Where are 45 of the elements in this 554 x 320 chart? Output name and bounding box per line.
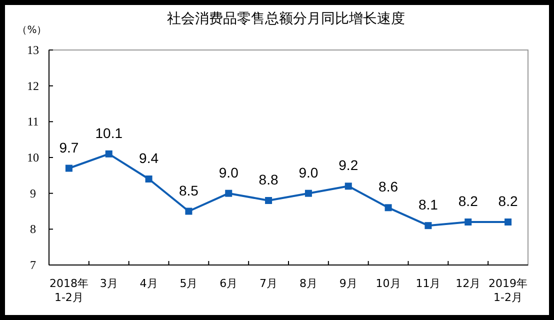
text: 8.2 [458, 193, 478, 209]
x-tick-label: 10月 [376, 277, 401, 290]
point [265, 197, 272, 204]
text: 9.0 [298, 164, 318, 180]
x-tick-label: 8月 [299, 277, 318, 290]
x-tick-label: 7月 [260, 277, 278, 290]
point [344, 182, 352, 190]
chart-title: 社会消费品零售总额分月同比增长速度 [167, 11, 405, 27]
x-tick-label: 12月 [456, 277, 481, 290]
text: 9.2 [338, 157, 358, 174]
x-tick-label: 5月 [180, 277, 198, 290]
x-tick-label: 6月 [220, 277, 238, 290]
x-tick-label: 4月 [140, 277, 158, 290]
text: 8.6 [378, 178, 398, 195]
point [225, 190, 232, 197]
y-tick-label: 11 [27, 114, 39, 129]
text: 8.1 [418, 196, 438, 213]
point [384, 204, 392, 212]
text: 8.2 [498, 193, 518, 209]
point [504, 218, 512, 226]
y-tick-label: 12 [27, 78, 39, 93]
y-tick-label: 8 [30, 222, 36, 236]
x-tick-label: 9月 [339, 277, 358, 290]
y-tick-label: 7 [30, 258, 36, 272]
x-tick-label: 2018年 1-2月 [49, 277, 88, 304]
text: 10.1 [95, 124, 122, 141]
point [464, 218, 472, 226]
y-tick-label: 10 [27, 150, 39, 164]
point [424, 222, 432, 230]
point [304, 190, 312, 197]
point [65, 164, 72, 172]
text: 9.4 [139, 150, 159, 166]
text: 9.0 [218, 164, 238, 180]
point [145, 176, 152, 182]
point [185, 208, 192, 215]
point [105, 150, 112, 158]
y-tick-label: 13 [27, 43, 39, 57]
text: 8.5 [178, 182, 198, 198]
text: 8.8 [258, 172, 278, 188]
y-axis-title: （%） [17, 25, 47, 36]
x-tick-label: 2019年 1-2月 [488, 277, 528, 304]
y-tick-label: 9 [30, 186, 36, 200]
x-tick-label: 11月 [416, 277, 441, 290]
x-tick-label: 3月 [100, 277, 118, 290]
text: 9.7 [59, 139, 79, 156]
